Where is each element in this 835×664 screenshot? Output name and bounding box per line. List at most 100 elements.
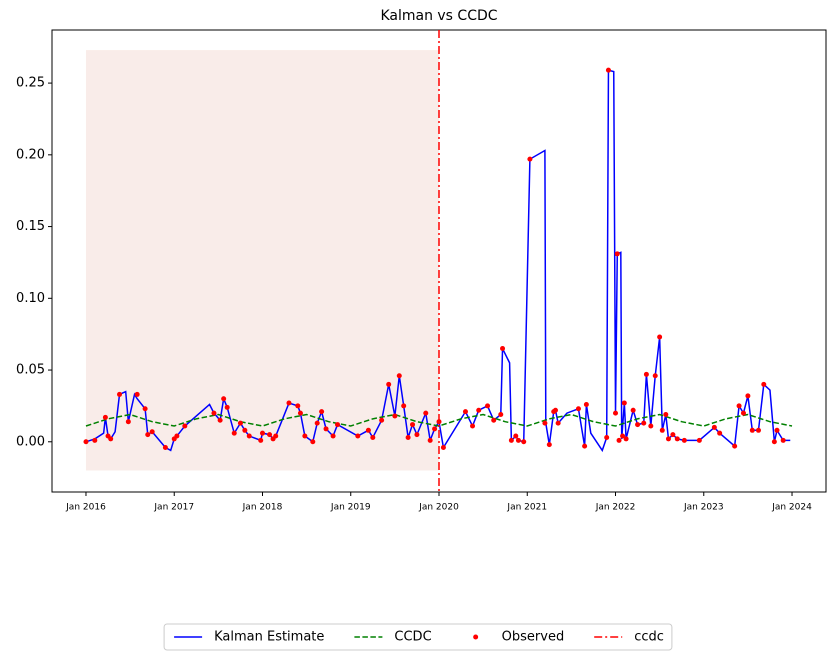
legend-marker: [473, 634, 479, 640]
observed-point: [711, 424, 717, 430]
chart-title: Kalman vs CCDC: [380, 8, 497, 24]
observed-point: [396, 373, 402, 379]
observed-point: [648, 423, 654, 429]
observed-point: [335, 422, 341, 428]
observed-point: [286, 400, 292, 406]
x-tick-label: Jan 2024: [771, 503, 812, 513]
observed-point: [231, 430, 237, 436]
observed-point: [620, 433, 626, 439]
observed-point: [295, 403, 301, 409]
observed-point: [755, 427, 761, 433]
observed-point: [546, 442, 552, 448]
observed-point: [657, 334, 663, 340]
observed-point: [513, 433, 519, 439]
observed-point: [575, 406, 581, 412]
observed-point: [436, 419, 442, 425]
x-tick-label: Jan 2022: [595, 503, 636, 513]
observed-point: [681, 437, 687, 443]
observed-point: [242, 427, 248, 433]
y-tick-label: 0.10: [16, 291, 45, 306]
observed-point: [498, 412, 504, 418]
observed-point: [515, 437, 521, 443]
observed-point: [616, 437, 622, 443]
observed-point: [310, 439, 316, 445]
observed-point: [314, 420, 320, 426]
observed-point: [297, 410, 303, 416]
observed-point: [302, 433, 308, 439]
observed-point: [635, 422, 641, 428]
x-tick-label: Jan 2020: [418, 503, 459, 513]
observed-point: [555, 420, 561, 426]
y-tick-label: 0.00: [16, 434, 45, 449]
observed-point: [142, 406, 148, 412]
observed-point: [670, 432, 676, 438]
x-tick-label: Jan 2018: [242, 503, 283, 513]
x-tick-label: Jan 2019: [330, 503, 371, 513]
observed-point: [485, 403, 491, 409]
observed-point: [732, 443, 738, 449]
observed-point: [663, 412, 669, 418]
observed-point: [108, 436, 114, 442]
observed-point: [401, 403, 407, 409]
observed-point: [330, 433, 336, 439]
observed-point: [774, 427, 780, 433]
observed-point: [370, 434, 376, 440]
observed-point: [613, 410, 619, 416]
observed-point: [665, 436, 671, 442]
observed-point: [491, 417, 497, 423]
observed-point: [273, 433, 279, 439]
observed-point: [696, 437, 702, 443]
observed-point: [604, 434, 610, 440]
legend-label: CCDC: [394, 630, 431, 645]
observed-point: [641, 420, 647, 426]
y-tick-label: 0.05: [16, 363, 45, 378]
observed-point: [323, 426, 329, 432]
legend: Kalman Estimate CCDC Observed ccdc: [163, 623, 673, 651]
observed-point: [659, 427, 665, 433]
observed-point: [552, 407, 558, 413]
observed-point: [476, 407, 482, 413]
observed-point: [134, 391, 140, 397]
y-tick-label: 0.20: [16, 147, 45, 162]
shaded-span: [85, 50, 439, 471]
legend-label: Observed: [502, 630, 565, 645]
observed-point: [258, 437, 264, 443]
observed-point: [414, 432, 420, 438]
observed-point: [582, 443, 588, 449]
observed-point: [259, 430, 265, 436]
observed-point: [211, 410, 217, 416]
observed-point: [470, 423, 476, 429]
observed-point: [162, 445, 168, 451]
legend-label: Kalman Estimate: [214, 630, 324, 645]
observed-point: [427, 437, 433, 443]
observed-point: [182, 423, 188, 429]
observed-point: [621, 400, 627, 406]
observed-point: [780, 437, 786, 443]
observed-point: [508, 437, 514, 443]
observed-point: [771, 439, 777, 445]
observed-point: [379, 417, 385, 423]
observed-point: [652, 373, 658, 379]
observed-point: [224, 404, 230, 410]
observed-point: [614, 251, 620, 257]
observed-point: [500, 346, 506, 352]
observed-point: [410, 422, 416, 428]
x-tick-label: Jan 2023: [683, 503, 724, 513]
observed-point: [745, 393, 751, 399]
observed-point: [440, 445, 446, 451]
observed-point: [125, 419, 131, 425]
observed-point: [405, 434, 411, 440]
observed-point: [761, 381, 767, 387]
x-tick-label: Jan 2021: [506, 503, 547, 513]
observed-point: [736, 403, 742, 409]
legend-label: ccdc: [634, 630, 664, 645]
observed-point: [174, 433, 180, 439]
observed-point: [623, 436, 629, 442]
y-tick-label: 0.15: [16, 219, 45, 234]
observed-point: [717, 430, 723, 436]
observed-point: [237, 420, 243, 426]
observed-point: [643, 371, 649, 377]
observed-point: [432, 426, 438, 432]
observed-point: [386, 381, 392, 387]
